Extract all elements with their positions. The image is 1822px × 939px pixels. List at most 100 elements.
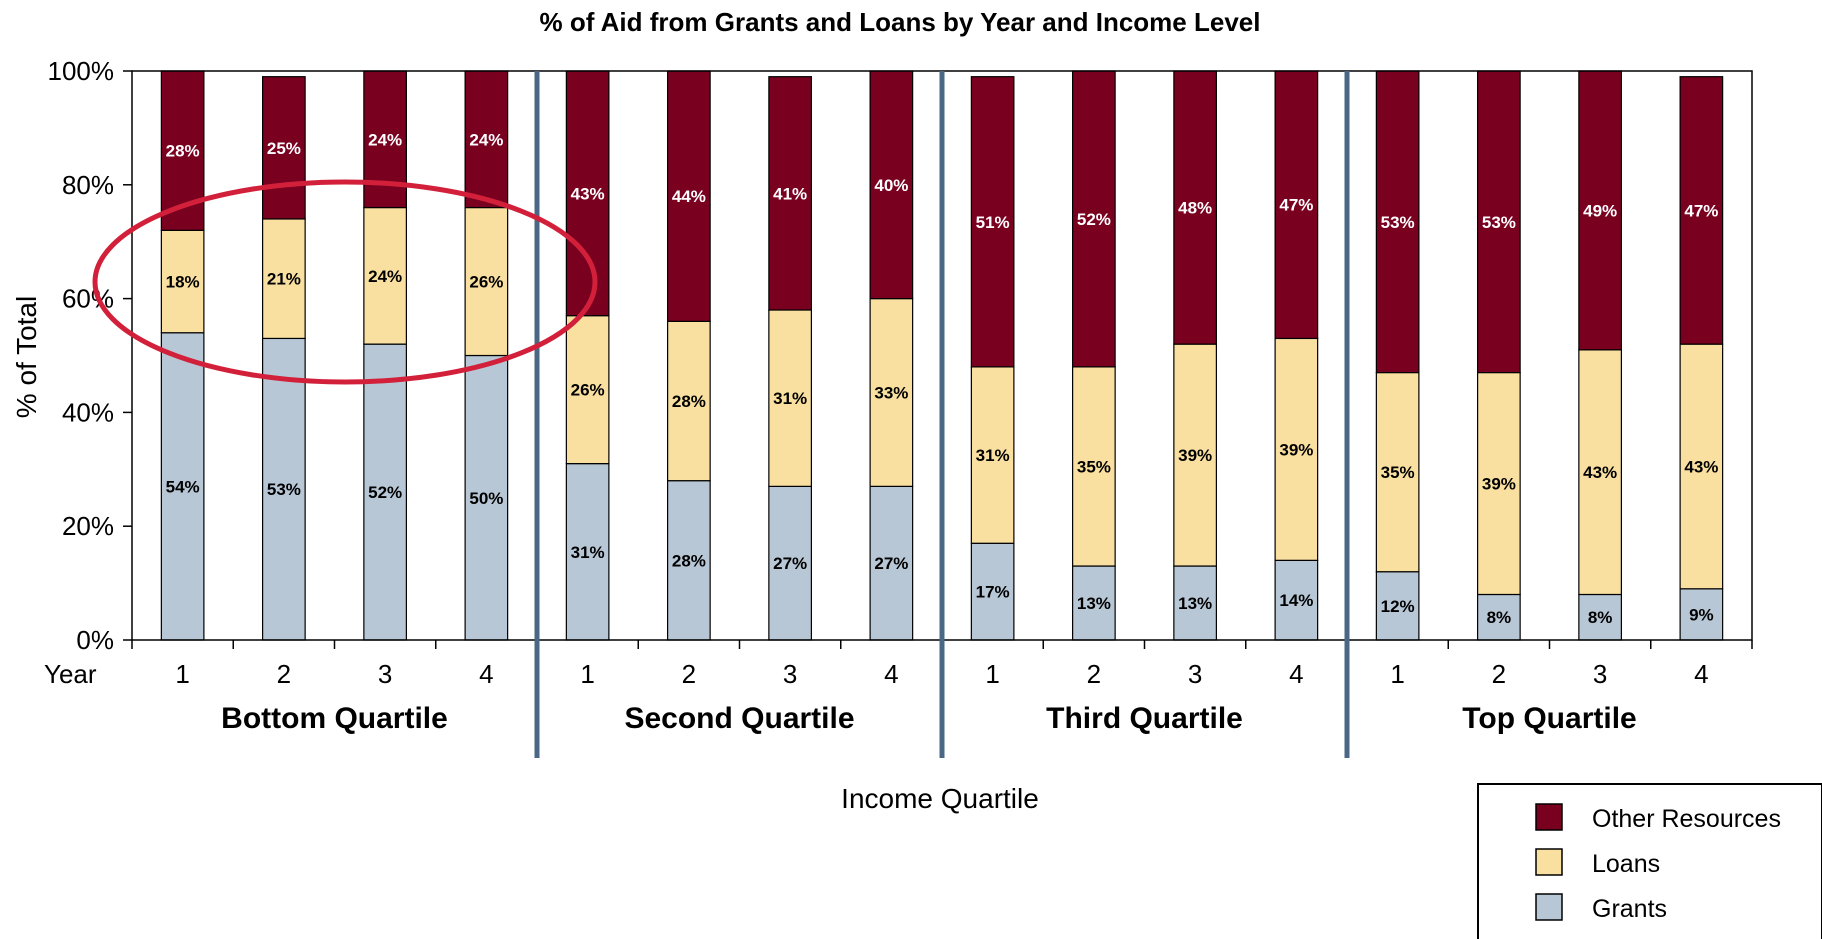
bar-segment-loans — [869, 298, 914, 487]
bar-segment-other-resources — [970, 76, 1015, 368]
x-tick-label: 3 — [1593, 659, 1607, 689]
x-tick-label: 4 — [884, 659, 898, 689]
bar-segment-other-resources — [1477, 70, 1521, 374]
bar-segment-loans — [160, 229, 205, 334]
bar-segment-other-resources — [768, 76, 812, 311]
group-label: Top Quartile — [1462, 702, 1636, 735]
data-label: 24% — [368, 130, 402, 149]
y-axis-label: % of Total — [11, 296, 42, 418]
data-label: 8% — [1487, 608, 1512, 627]
bar-segment-loans — [1072, 366, 1116, 567]
data-label: 31% — [773, 389, 807, 408]
bar-segment-grants — [667, 480, 711, 641]
x-axis-label: Income Quartile — [841, 783, 1039, 814]
data-label: 24% — [469, 130, 503, 149]
bar-segment-other-resources — [565, 70, 610, 317]
data-label: 27% — [773, 554, 807, 573]
y-tick-label: 0% — [76, 625, 114, 655]
bar-segment-loans — [464, 206, 509, 357]
data-label: 17% — [976, 583, 1010, 602]
data-label: 47% — [1684, 201, 1718, 220]
y-tick-label: 80% — [62, 170, 114, 200]
data-label: 18% — [166, 273, 200, 292]
x-tick-label: 2 — [1492, 659, 1506, 689]
data-label: 8% — [1588, 608, 1613, 627]
bar-segment-loans — [1477, 371, 1521, 596]
x-tick-label: 2 — [277, 659, 291, 689]
bar-segment-other-resources — [262, 76, 306, 220]
data-label: 39% — [1482, 475, 1516, 494]
data-label: 43% — [1583, 463, 1617, 482]
y-tick-label: 100% — [48, 56, 115, 86]
data-label: 43% — [1684, 457, 1718, 476]
x-tick-label: 3 — [783, 659, 797, 689]
highlight-ellipse — [92, 179, 598, 385]
data-label: 28% — [672, 392, 706, 411]
x-tick-label: 1 — [580, 659, 594, 689]
data-label: 51% — [976, 213, 1010, 232]
data-label: 28% — [166, 142, 200, 161]
data-label: 48% — [1178, 199, 1212, 218]
y-tick-label: 20% — [62, 511, 114, 541]
data-label: 24% — [368, 267, 402, 286]
data-label: 21% — [267, 270, 301, 289]
data-label: 13% — [1077, 594, 1111, 613]
bars-layer — [160, 70, 1724, 641]
bar-segment-grants — [160, 332, 205, 641]
data-label: 35% — [1381, 463, 1415, 482]
legend-swatch — [1535, 893, 1563, 921]
data-label: 49% — [1583, 201, 1617, 220]
x-tick-label: 1 — [985, 659, 999, 689]
legend-label: Other Resources — [1592, 805, 1781, 833]
data-label: 28% — [672, 551, 706, 570]
chart-title: % of Aid from Grants and Loans by Year a… — [540, 7, 1261, 37]
bar-segment-other-resources — [464, 70, 509, 209]
axes-layer: 1 2 3 4 1 2 3 4 1 2 3 4 1 2 3 4 Bottom Quartile Second Qu… — [48, 56, 1753, 758]
data-label: 50% — [469, 489, 503, 508]
x-tick-label: 3 — [378, 659, 392, 689]
data-label: 35% — [1077, 457, 1111, 476]
data-label: 27% — [874, 554, 908, 573]
bar-segment-grants — [262, 337, 306, 641]
data-label: 53% — [1482, 213, 1516, 232]
data-label: 26% — [469, 273, 503, 292]
bar-segment-loans — [363, 206, 407, 345]
bar-segment-other-resources — [1274, 70, 1319, 340]
x-tick-label: 2 — [1087, 659, 1101, 689]
data-label: 39% — [1279, 440, 1313, 459]
data-label: 25% — [267, 139, 301, 158]
data-label: 13% — [1178, 594, 1212, 613]
bar-segment-loans — [768, 309, 812, 487]
bar-segment-grants — [464, 354, 509, 641]
data-label: 9% — [1689, 605, 1714, 624]
data-label: 53% — [267, 480, 301, 499]
x-row-label-year: Year — [44, 659, 97, 689]
bar-segment-loans — [1375, 371, 1420, 573]
legend: Other Resources Loans Grants — [1477, 783, 1822, 939]
x-tick-label: 1 — [1390, 659, 1404, 689]
data-labels-layer: 54% 18% 28% 53% 21% 25% 52% 24% 24% 50% 26% 24% 31% 2… — [166, 130, 1719, 627]
y-tick-label: 40% — [62, 397, 114, 427]
bar-segment-loans — [970, 366, 1015, 544]
data-label: 14% — [1279, 591, 1313, 610]
legend-label: Grants — [1592, 895, 1667, 923]
x-tick-label: 4 — [479, 659, 493, 689]
data-label: 54% — [166, 477, 200, 496]
data-label: 41% — [773, 184, 807, 203]
bar-segment-loans — [667, 320, 711, 482]
data-label: 31% — [976, 446, 1010, 465]
bar-segment-other-resources — [869, 70, 914, 300]
bar-segment-loans — [262, 218, 306, 340]
data-label: 43% — [571, 184, 605, 203]
data-label: 40% — [874, 176, 908, 195]
data-label: 12% — [1381, 597, 1415, 616]
legend-swatch — [1535, 803, 1563, 831]
group-label: Third Quartile — [1046, 702, 1243, 735]
bar-segment-loans — [1173, 343, 1217, 567]
data-label: 31% — [571, 543, 605, 562]
bar-segment-grants — [1072, 565, 1116, 641]
x-tick-label: 4 — [1289, 659, 1303, 689]
group-label: Second Quartile — [624, 702, 854, 735]
x-tick-label: 2 — [682, 659, 696, 689]
